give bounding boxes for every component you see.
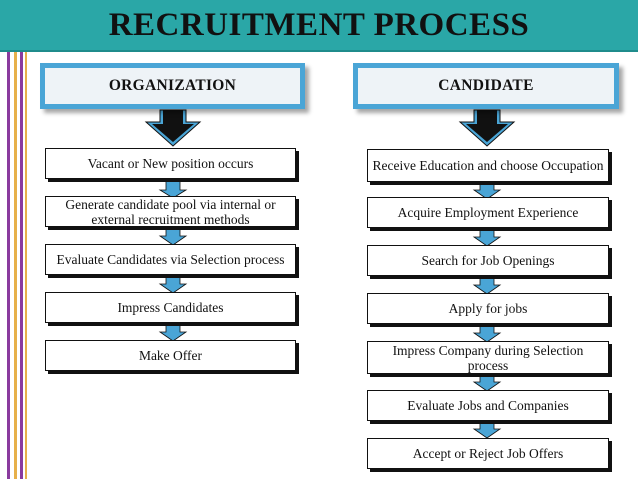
decorative-stripe — [7, 52, 10, 479]
step-box: Acquire Employment Experience — [367, 197, 609, 228]
step-box: Vacant or New position occurs — [45, 148, 296, 179]
down-arrow-icon — [472, 419, 502, 439]
step-box: Generate candidate pool via internal or … — [45, 196, 296, 227]
down-arrow-icon — [472, 323, 502, 343]
step-box: Apply for jobs — [367, 293, 609, 324]
decorative-stripe — [20, 52, 23, 479]
step-box: Evaluate Jobs and Companies — [367, 390, 609, 421]
decorative-stripe — [25, 52, 27, 479]
step-box: Accept or Reject Job Offers — [367, 438, 609, 469]
down-arrow-icon — [458, 109, 516, 147]
step-box: Make Offer — [45, 340, 296, 371]
down-arrow-icon — [158, 321, 188, 342]
title-bar: RECRUITMENT PROCESS — [0, 0, 638, 52]
down-arrow-icon — [158, 225, 188, 246]
step-box: Evaluate Candidates via Selection proces… — [45, 244, 296, 275]
column-header-organization: ORGANIZATION — [40, 63, 305, 109]
column-header-candidate: CANDIDATE — [353, 63, 619, 109]
step-box: Impress Company during Selection process — [367, 341, 609, 374]
down-arrow-icon — [144, 109, 202, 147]
decorative-stripe — [14, 52, 17, 479]
step-box: Impress Candidates — [45, 292, 296, 323]
down-arrow-icon — [472, 180, 502, 200]
down-arrow-icon — [472, 275, 502, 295]
down-arrow-icon — [158, 177, 188, 199]
step-box: Receive Education and choose Occupation — [367, 149, 609, 182]
down-arrow-icon — [472, 372, 502, 392]
down-arrow-icon — [472, 227, 502, 247]
page-title: RECRUITMENT PROCESS — [108, 7, 530, 43]
down-arrow-icon — [158, 273, 188, 294]
step-box: Search for Job Openings — [367, 245, 609, 276]
